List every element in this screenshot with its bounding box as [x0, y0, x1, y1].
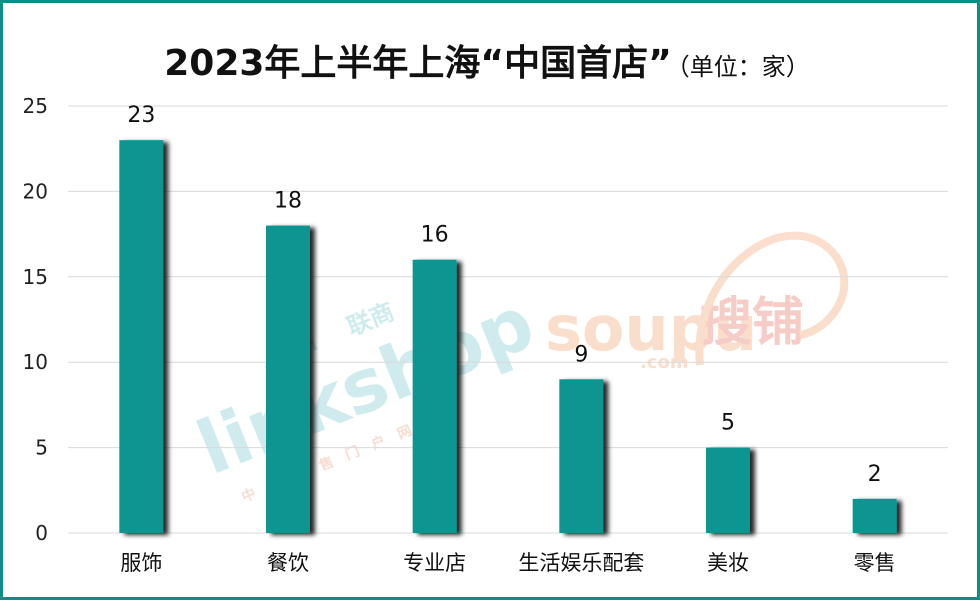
data-label: 16 — [421, 223, 449, 248]
bar — [119, 140, 164, 533]
x-tick-label: 专业店 — [403, 551, 466, 575]
x-axis-labels: 服饰 餐饮 专业店 生活娱乐配套 美妆 零售 — [120, 551, 895, 575]
soupu-watermark: soupu 搜铺 .com — [545, 231, 849, 373]
x-tick-label: 零售 — [854, 551, 896, 575]
y-tick-label: 5 — [35, 436, 48, 460]
bar — [706, 447, 750, 533]
soupu-swoosh-icon — [695, 231, 849, 366]
y-tick-label: 20 — [23, 179, 48, 203]
soupu-cn: 搜铺 — [700, 293, 804, 353]
bars — [119, 140, 897, 533]
data-label: 5 — [721, 411, 735, 436]
data-label: 2 — [868, 462, 882, 487]
bar — [559, 379, 604, 533]
chart-subtitle: （单位：家） — [677, 53, 810, 81]
data-label: 23 — [127, 103, 155, 128]
y-tick-label: 25 — [23, 94, 48, 118]
chart-title-block: 2023年上半年上海“中国首店” （单位：家） — [0, 34, 974, 86]
data-labels: 23 18 16 9 5 2 — [127, 103, 881, 487]
x-tick-label: 美妆 — [707, 551, 749, 575]
data-label: 9 — [574, 342, 588, 367]
bar — [266, 225, 310, 533]
x-tick-label: 服饰 — [120, 551, 162, 575]
y-tick-label: 10 — [23, 350, 48, 374]
y-tick-label: 0 — [35, 521, 48, 545]
data-label: 18 — [274, 189, 302, 214]
gridlines — [68, 105, 948, 534]
x-tick-label: 餐饮 — [267, 551, 309, 575]
linkshop-watermark: linkshop .com 联商 中国零售门户网站 — [186, 280, 546, 506]
y-axis-ticks: 0 5 10 15 20 25 — [23, 94, 48, 545]
chart-title: 2023年上半年上海“中国首店” — [164, 43, 672, 84]
soupu-wordmark: soupu — [545, 292, 757, 365]
bar — [852, 498, 897, 533]
bar — [412, 259, 457, 533]
x-tick-label: 生活娱乐配套 — [518, 551, 644, 575]
y-tick-label: 15 — [23, 265, 48, 289]
